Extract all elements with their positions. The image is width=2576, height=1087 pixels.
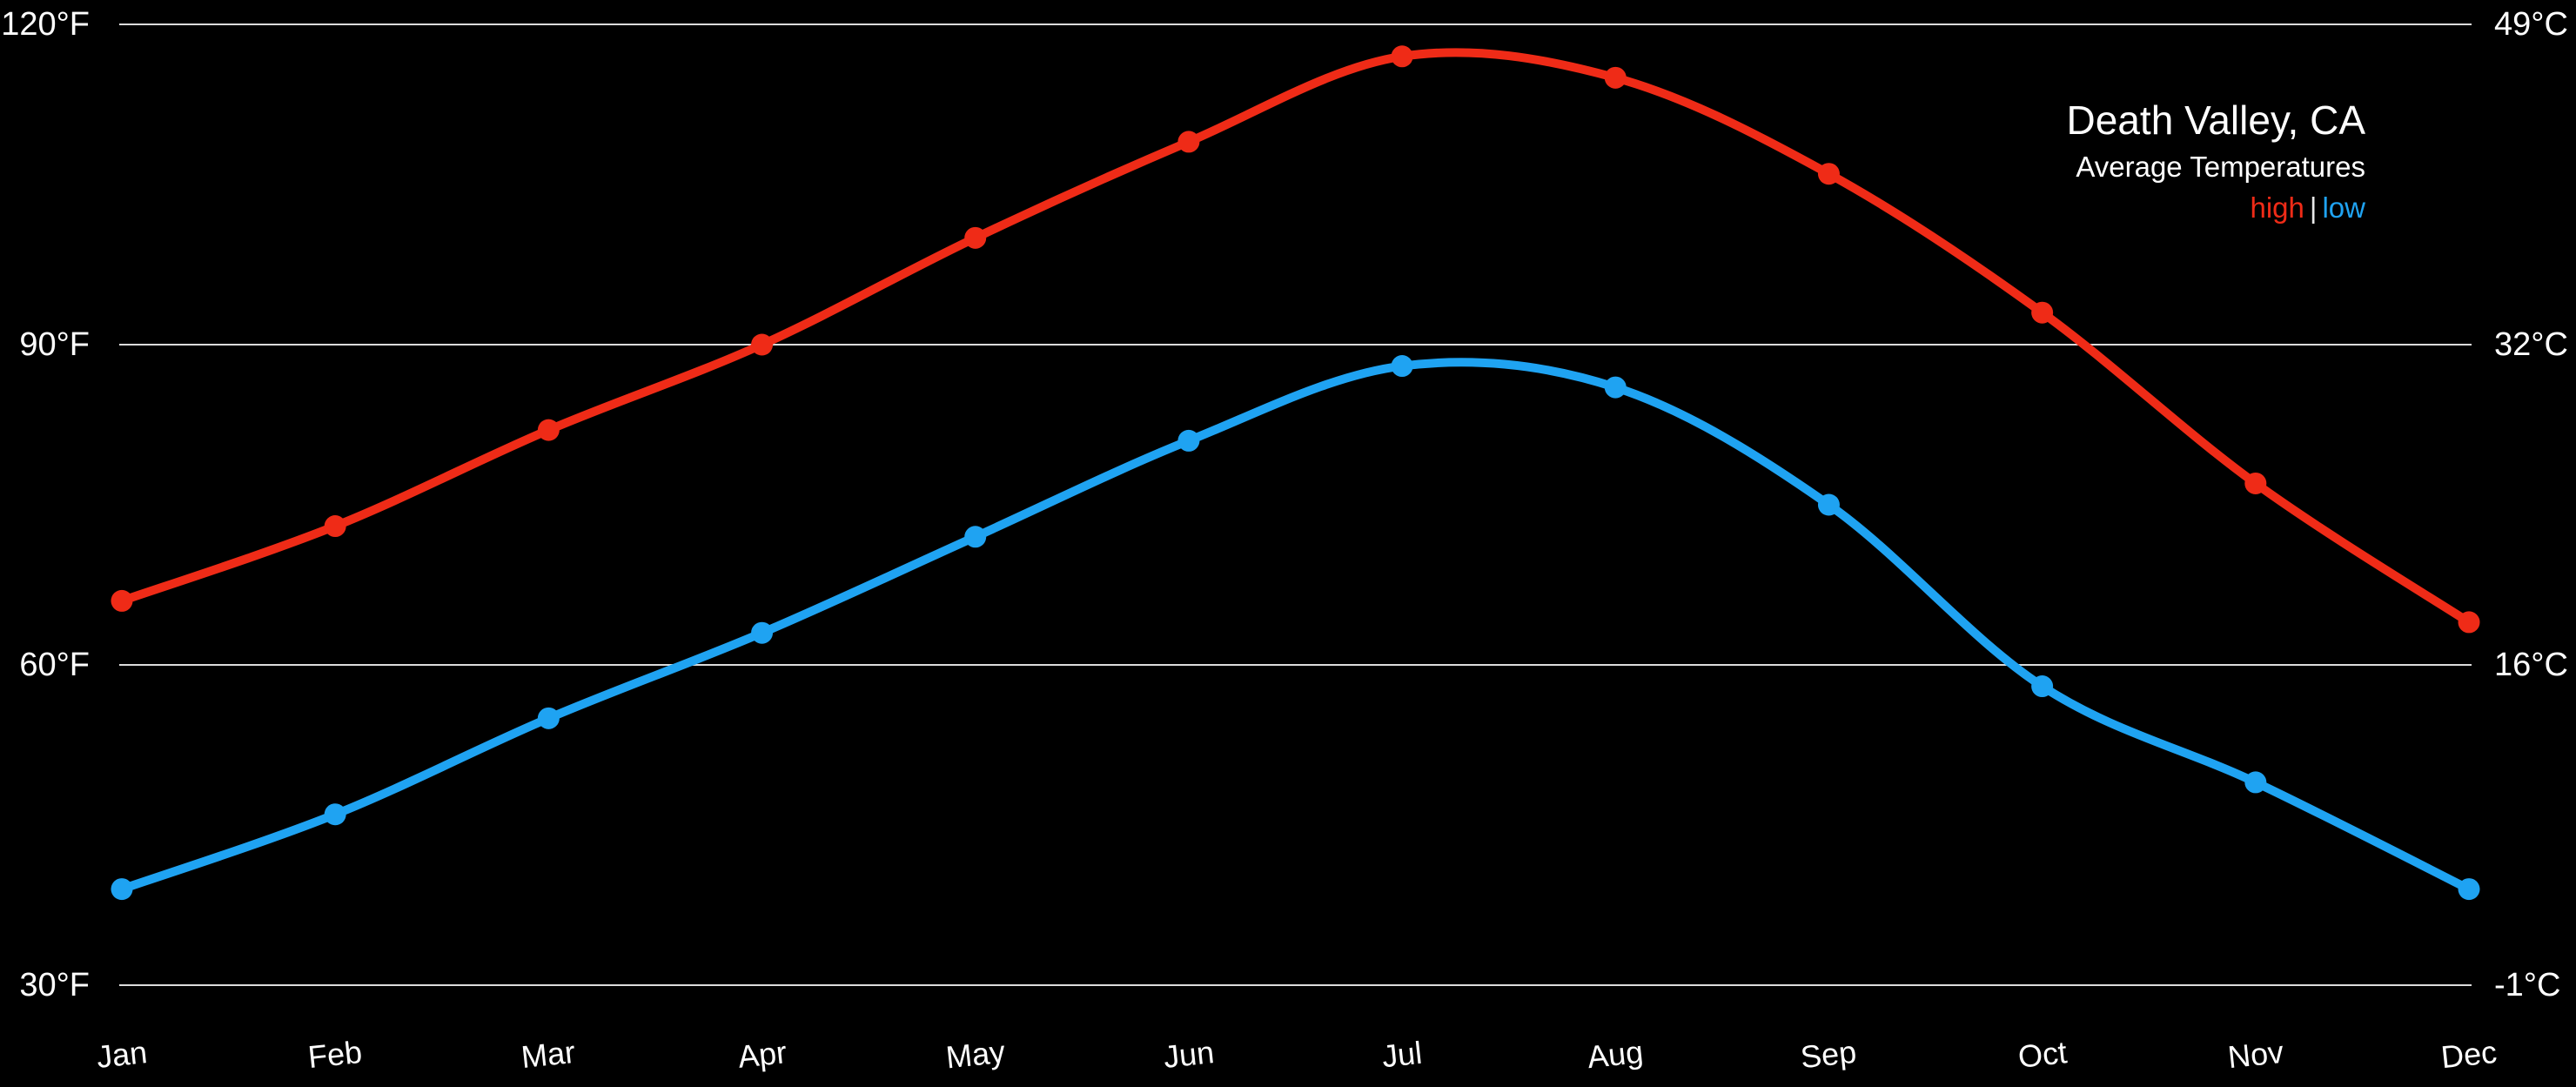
high-series-point-Nov <box>2244 472 2267 494</box>
x-tick-label-feb: Feb <box>306 1033 365 1076</box>
y-tick-label-f-90: 90°F <box>19 326 90 363</box>
low-series-point-Mar <box>537 707 560 729</box>
high-series-point-Dec <box>2458 611 2480 634</box>
low-series-point-Sep <box>1817 493 1840 516</box>
title-block: Death Valley, CA Average Temperatures hi… <box>2067 100 2365 222</box>
low-series-point-Apr <box>751 621 774 644</box>
legend-low-label: low <box>2322 191 2365 224</box>
y-tick-label-f-120: 120°F <box>1 6 90 43</box>
high-series-point-Jul <box>1391 45 1413 68</box>
x-tick-label-jul: Jul <box>1379 1034 1425 1075</box>
high-series-point-Jun <box>1177 131 1200 153</box>
high-series-point-Mar <box>537 419 560 441</box>
low-series-line <box>117 358 2473 894</box>
chart-title: Death Valley, CA <box>2066 97 2365 143</box>
high-series-point-Jan <box>111 589 133 612</box>
x-tick-label-jun: Jun <box>1161 1034 1216 1075</box>
y-tick-label-c-3: -1°C <box>2494 967 2561 1003</box>
low-series-point-Oct <box>2031 675 2054 698</box>
x-tick-label-apr: Apr <box>735 1034 788 1075</box>
legend: high | low <box>2067 191 2366 224</box>
x-tick-label-mar: Mar <box>520 1033 578 1076</box>
high-series-point-Apr <box>751 333 774 356</box>
x-tick-label-aug: Aug <box>1586 1033 1646 1076</box>
x-tick-label-may: May <box>943 1033 1007 1076</box>
low-series-point-Aug <box>1604 376 1627 399</box>
high-series-point-May <box>964 226 987 249</box>
y-tick-label-c-2: 16°C <box>2494 647 2568 683</box>
low-series-point-May <box>964 526 987 548</box>
y-tick-label-f-60: 60°F <box>19 647 90 683</box>
x-tick-label-dec: Dec <box>2438 1033 2499 1076</box>
low-series-point-Dec <box>2458 878 2480 901</box>
legend-high-label: high <box>2250 191 2304 224</box>
high-series-point-Oct <box>2031 301 2054 324</box>
high-series-point-Feb <box>324 515 346 538</box>
high-series-line <box>117 48 2473 627</box>
low-series-point-Jul <box>1391 355 1413 378</box>
high-series-point-Aug <box>1604 66 1627 89</box>
x-tick-label-oct: Oct <box>2016 1034 2069 1075</box>
x-tick-label-nov: Nov <box>2225 1033 2285 1076</box>
x-tick-label-jan: Jan <box>94 1034 149 1075</box>
low-series-point-Jan <box>111 878 133 901</box>
low-series-point-Nov <box>2244 771 2267 794</box>
y-tick-label-c-1: 32°C <box>2494 326 2568 363</box>
high-series-point-Sep <box>1817 163 1840 185</box>
x-tick-label-sep: Sep <box>1799 1033 1859 1076</box>
legend-separator: | <box>2309 191 2318 224</box>
y-tick-label-f-30: 30°F <box>19 967 90 1003</box>
low-series-point-Jun <box>1177 429 1200 452</box>
chart-subtitle: Average Temperatures <box>2076 151 2365 183</box>
y-tick-label-c-0: 49°C <box>2494 6 2568 43</box>
low-series-point-Feb <box>324 803 346 826</box>
